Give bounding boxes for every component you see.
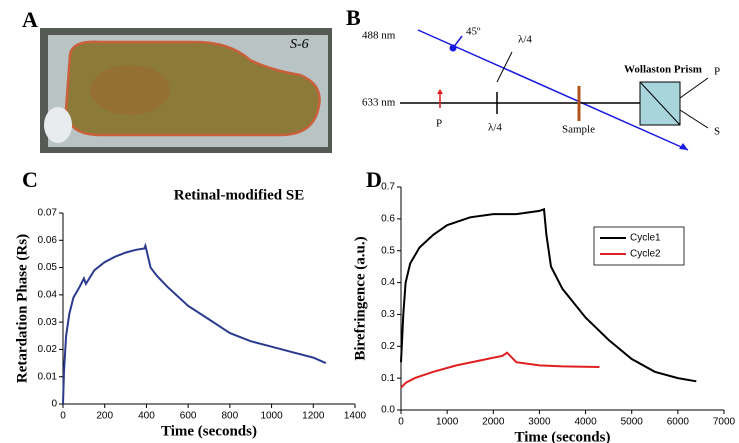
y-tick-label: 0.01 [38,371,58,382]
output-s [679,109,709,129]
legend-label: Cycle2 [630,249,661,260]
x-tick-label: 800 [222,411,239,422]
diagram-label: λ/4 [518,34,532,46]
y-tick-label: 0.07 [38,208,58,219]
x-tick-label: 200 [96,411,113,422]
x-tick-label: 2000 [482,417,505,428]
arrowhead [437,89,443,94]
panel-label: A [22,7,38,32]
diagram-label: P [714,66,720,78]
y-tick-label: 0.5 [381,245,395,256]
photo: S-6 [40,28,332,153]
x-tick-label: 600 [180,411,197,422]
x-tick-label: 3000 [528,417,551,428]
beam-488 [417,29,689,151]
data-line [400,207,697,383]
x-tick-label: 5000 [621,417,644,428]
x-tick-label: 0 [398,417,404,428]
diagram-label: λ/4 [488,122,502,134]
optics-diagram: 488 nm 45º λ/4 Wollaston Prism P 633 nm … [362,26,720,151]
handwritten-label: S-6 [290,37,309,52]
angle-arrow [452,35,463,49]
diagram-label: 45º [466,26,481,38]
y-tick-label: 0.2 [381,341,395,352]
y-tick-label: 0.04 [38,289,58,300]
x-tick-label: 1200 [302,411,325,422]
stain [90,65,170,115]
y-tick-label: 0.05 [38,262,58,273]
diagram-label: Wollaston Prism [624,64,702,76]
y-tick-label: 0.0 [381,405,395,416]
arrowhead [679,143,688,150]
y-tick-label: 0.02 [38,344,58,355]
diagram-label: 488 nm [362,30,396,42]
y-tick-label: 0.03 [38,317,58,328]
y-tick-label: 0.06 [38,235,58,246]
y-axis-label: Retardation Phase (Rs) [14,234,30,383]
y-tick-label: 0 [51,399,57,410]
data-line [400,351,600,389]
y-tick-label: 0.1 [381,373,395,384]
diagram-label: 633 nm [362,97,396,109]
x-tick-label: 0 [60,411,66,422]
legend-box [593,226,685,266]
chart-title: Retinal-modified SE [174,187,304,203]
legend-label: Cycle1 [630,233,661,244]
x-tick-label: 4000 [574,417,597,428]
x-axis-label: Time (seconds) [161,423,257,439]
output-p [679,77,709,99]
y-tick-label: 0.7 [381,182,395,193]
y-tick-label: 0.6 [381,213,395,224]
x-tick-label: 1400 [344,411,367,422]
x-tick-label: 1000 [260,411,283,422]
panel-label: C [22,167,38,192]
y-axis-label: Birefringence (a.u.) [352,236,368,360]
diagram-label: S [714,126,720,138]
glare [44,107,72,143]
x-axis-label: Time (seconds) [515,429,611,443]
x-tick-label: 7000 [713,417,736,428]
plate-arrow [496,51,513,83]
panel-label: D [366,167,382,192]
x-tick-label: 400 [138,411,155,422]
y-tick-label: 0.4 [381,277,395,288]
panel-label: B [346,5,361,30]
data-line [62,242,327,405]
diagram-label: P [436,118,442,130]
diagram-label: Sample [562,124,595,136]
prism-diagonal [639,81,681,126]
y-tick-label: 0.3 [381,309,395,320]
x-tick-label: 1000 [436,417,459,428]
x-tick-label: 6000 [667,417,690,428]
